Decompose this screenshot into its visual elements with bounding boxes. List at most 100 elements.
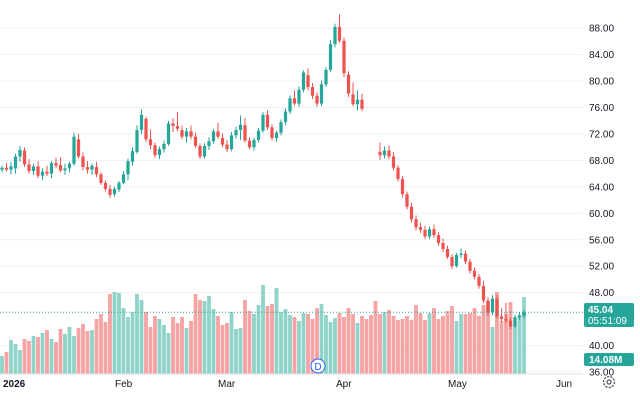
candle bbox=[126, 158, 130, 181]
candle bbox=[27, 159, 31, 174]
candle bbox=[153, 142, 157, 158]
candle bbox=[355, 90, 360, 111]
candle bbox=[58, 157, 63, 173]
volume-bar bbox=[36, 337, 40, 374]
volume-bar bbox=[85, 331, 90, 374]
candle bbox=[256, 128, 261, 143]
volume-bar bbox=[216, 316, 220, 374]
volume-bar bbox=[252, 314, 256, 374]
candle bbox=[301, 70, 306, 93]
candle bbox=[18, 145, 22, 162]
volume-bar bbox=[4, 352, 9, 374]
volume-bar bbox=[432, 308, 436, 374]
candle bbox=[337, 14, 342, 43]
volume-bar bbox=[225, 323, 229, 374]
volume-bar bbox=[508, 302, 513, 374]
volume-bar bbox=[162, 325, 166, 374]
candle bbox=[328, 40, 333, 72]
candle bbox=[292, 90, 297, 106]
volume-bar bbox=[58, 329, 63, 374]
last-price-value: 45.04 bbox=[588, 305, 613, 316]
candle bbox=[49, 161, 54, 179]
candle bbox=[387, 145, 391, 160]
volume-bar bbox=[337, 313, 342, 374]
candle bbox=[90, 163, 94, 175]
volume-bar bbox=[315, 308, 319, 374]
volume-bar bbox=[153, 316, 157, 374]
candle bbox=[427, 226, 432, 240]
volume-bar bbox=[207, 296, 211, 374]
volume-bar bbox=[103, 322, 108, 374]
candle bbox=[180, 125, 184, 140]
x-tick-label: Jun bbox=[556, 379, 572, 390]
volume-bar bbox=[40, 333, 45, 374]
candle bbox=[216, 122, 220, 139]
candle bbox=[40, 168, 45, 181]
candle bbox=[351, 82, 355, 107]
candle bbox=[72, 132, 76, 166]
volume-bars bbox=[0, 285, 526, 374]
volume-bar bbox=[117, 293, 121, 374]
candle bbox=[297, 86, 301, 107]
candle bbox=[22, 147, 27, 168]
candle bbox=[99, 172, 103, 185]
volume-bar bbox=[391, 316, 396, 374]
candle bbox=[220, 133, 225, 148]
candle bbox=[76, 134, 81, 159]
candle bbox=[513, 314, 517, 329]
x-tick-label: May bbox=[448, 379, 467, 390]
candle bbox=[112, 186, 117, 197]
volume-bar bbox=[477, 316, 481, 374]
volume-bar bbox=[220, 325, 225, 374]
candle bbox=[315, 92, 319, 107]
volume-bar bbox=[27, 341, 31, 374]
candle bbox=[9, 161, 13, 175]
volume-bar bbox=[378, 314, 382, 374]
candle bbox=[130, 147, 135, 166]
volume-bar bbox=[468, 313, 472, 374]
volume-bar bbox=[265, 306, 270, 374]
volume-bar bbox=[369, 315, 373, 374]
volume-bar bbox=[31, 336, 36, 374]
volume-bar bbox=[94, 319, 99, 374]
candle bbox=[450, 254, 454, 269]
volume-bar bbox=[418, 313, 423, 374]
candle bbox=[414, 215, 418, 231]
volume-bar bbox=[135, 294, 139, 374]
volume-bar bbox=[261, 285, 265, 374]
candle bbox=[342, 37, 346, 78]
volume-bar bbox=[292, 317, 297, 374]
candles bbox=[0, 14, 526, 330]
candle bbox=[423, 225, 427, 240]
candle bbox=[333, 23, 337, 48]
volume-bar bbox=[63, 334, 67, 374]
settings-gear-icon[interactable] bbox=[602, 375, 616, 389]
volume-bar bbox=[126, 317, 130, 374]
y-tick-label: 84.00 bbox=[589, 50, 614, 61]
candle bbox=[238, 115, 243, 140]
volume-bar bbox=[310, 319, 315, 374]
volume-bar bbox=[171, 317, 175, 374]
candle bbox=[499, 308, 504, 322]
volume-bar bbox=[18, 350, 22, 374]
volume-bar bbox=[144, 312, 148, 374]
y-tick-label: 40.00 bbox=[589, 341, 614, 352]
candle bbox=[234, 126, 238, 139]
candle bbox=[274, 130, 279, 142]
volume-bar bbox=[243, 300, 247, 374]
candle bbox=[184, 128, 189, 143]
y-tick-label: 60.00 bbox=[589, 209, 614, 220]
volume-bar bbox=[450, 306, 454, 374]
volume-bar bbox=[202, 301, 207, 374]
volume-bar bbox=[76, 328, 81, 374]
candle bbox=[382, 146, 387, 159]
last-volume-value: 14.08M bbox=[589, 355, 622, 366]
dividend-marker[interactable]: D bbox=[310, 358, 326, 374]
volume-bar bbox=[148, 327, 153, 374]
candle bbox=[522, 309, 526, 319]
candle bbox=[396, 165, 400, 182]
candle bbox=[13, 153, 18, 174]
volume-bar bbox=[45, 330, 49, 374]
